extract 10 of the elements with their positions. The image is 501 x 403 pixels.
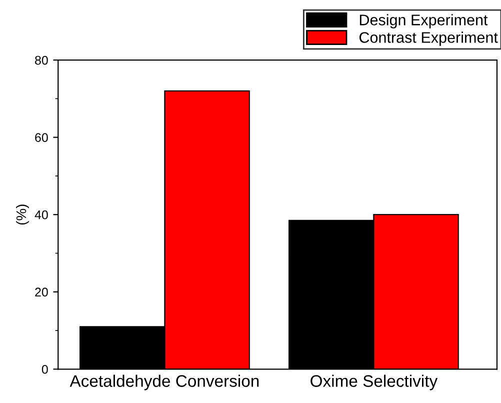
legend-label: Contrast Experiment <box>359 32 498 46</box>
y-tick-label: 60 <box>35 133 48 142</box>
y-axis-title: (%) <box>16 204 29 225</box>
y-tick-label: 40 <box>34 210 48 220</box>
y-tick-label: 0 <box>42 364 48 374</box>
x-tick-label: Oxime Selectivity <box>310 374 438 390</box>
y-tick-label: 20 <box>35 288 48 297</box>
legend-label: Design Experiment <box>360 14 488 28</box>
y-tick-label: 80 <box>35 56 48 65</box>
x-tick-label: Acetaldehyde Conversion <box>70 374 259 390</box>
